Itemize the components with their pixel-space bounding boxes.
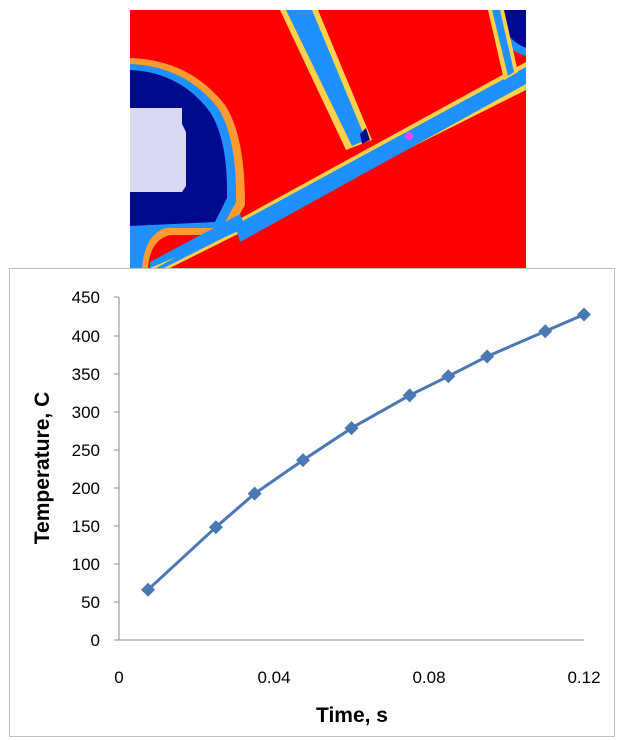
data-point-marker [402, 388, 417, 403]
data-point-marker [480, 349, 495, 364]
y-axis-title: Temperature, C [31, 392, 54, 545]
data-point-marker [208, 520, 223, 535]
x-tick-label: 0.08 [412, 668, 445, 687]
channel-diagonal-upper [236, 70, 526, 242]
series-line [147, 313, 585, 591]
x-tick-label: 0 [114, 668, 123, 687]
data-point-marker [441, 369, 456, 384]
channel-left-arm [286, 10, 366, 146]
x-tick-labels: 0 0.04 0.08 0.12 [114, 668, 600, 687]
data-series [141, 307, 591, 597]
y-tick-label: 200 [72, 479, 100, 498]
channel-diagonal [156, 67, 526, 268]
x-tick-label: 0.04 [257, 668, 290, 687]
y-tick-label: 250 [72, 441, 100, 460]
y-tick-label: 400 [72, 327, 100, 346]
simulation-image [130, 10, 526, 268]
y-tick-label: 300 [72, 403, 100, 422]
cold-corner-core [500, 10, 526, 48]
x-axis-title: Time, s [316, 704, 388, 727]
insert-core [130, 108, 182, 192]
y-tick-label: 50 [81, 593, 100, 612]
y-tick-label: 450 [72, 288, 100, 307]
y-tick-label: 150 [72, 517, 100, 536]
channel-diagonal-lower [150, 214, 246, 268]
y-tick-label: 0 [91, 631, 100, 650]
x-tick-label: 0.12 [567, 668, 600, 687]
insert-core-tip [182, 124, 186, 192]
channel-diagonal-halo [150, 62, 526, 268]
y-tick-label: 350 [72, 365, 100, 384]
channel-right-arm [492, 10, 514, 76]
data-point-marker [577, 307, 591, 322]
data-point-marker [344, 421, 359, 436]
data-point-marker [538, 324, 553, 339]
y-tick-labels: 0 50 100 150 200 250 300 350 400 450 [72, 288, 100, 650]
data-point-marker [247, 486, 262, 501]
y-tick-label: 100 [72, 555, 100, 574]
chart-area-border [9, 268, 615, 737]
junction-cold-spot [360, 128, 370, 144]
y-tick-marks [114, 296, 119, 641]
data-point-marker [296, 453, 311, 468]
probe-point [405, 132, 413, 140]
data-point-marker [141, 582, 156, 597]
